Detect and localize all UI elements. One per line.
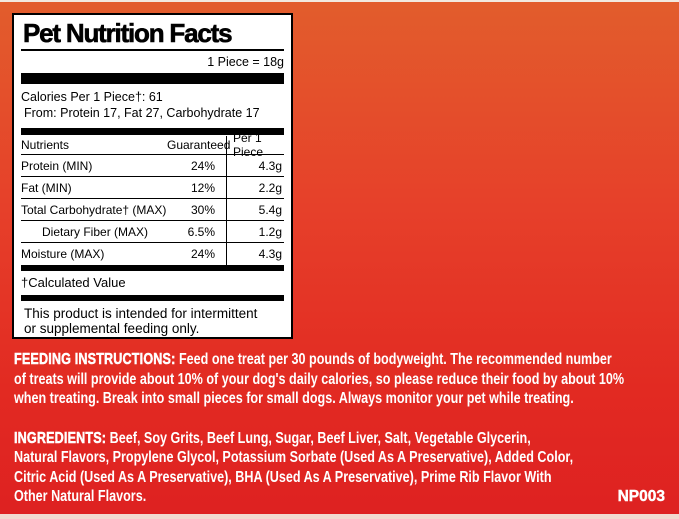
per-piece-value: 4.3g [258,158,282,173]
calories-from-line: From: Protein 17, Fat 27, Carbohydrate 1… [24,106,260,120]
ingredients-heading: INGREDIENTS: [14,429,107,447]
ingredients-line: Other Natural Flavors. [14,488,147,505]
nutrient-name: Moisture (MAX) [21,247,105,261]
nutrient-name: Protein (MIN) [21,158,93,173]
nutrition-facts-panel: Pet Nutrition Facts 1 Piece = 18g Calori… [12,13,293,339]
per-piece-value: 2.2g [258,180,282,195]
guaranteed-value: 30% [190,202,215,217]
red-text-section: FEEDING INSTRUCTIONS: Feed one treat per… [14,350,665,507]
table-header-row: Nutrients Guaranteed Per 1 Piece [21,131,284,159]
feeding-statement: This product is intended for intermitten… [21,301,284,336]
table-row: Total Carbohydrate† (MAX) 30% 5.4g [21,199,284,221]
serving-size: 1 Piece = 18g [207,55,284,69]
feeding-line-text: Feed one treat per 30 pounds of bodyweig… [175,351,612,368]
per-piece-value: 1.2g [258,224,282,239]
guaranteed-value: 24% [190,158,215,173]
separator-bar-medium [21,128,284,135]
top-edge-line [0,0,679,2]
calculated-value-footnote: †Calculated Value [21,275,126,290]
header-nutrients: Nutrients [21,138,70,152]
separator-bar-small [21,265,284,271]
nutrient-name: Fat (MIN) [21,180,72,195]
panel-title: Pet Nutrition Facts [23,18,233,49]
ingredients-line-text: Beef, Soy Grits, Beef Lung, Sugar, Beef … [106,429,531,447]
header-guaranteed: Guaranteed [167,138,231,152]
separator-bar-small [21,295,284,301]
table-row: Dietary Fiber (MAX) 6.5% 1.2g [21,221,284,243]
feeding-line: of treats will provide about 10% of your… [14,370,625,388]
table-row: Protein (MIN) 24% 4.3g [21,155,284,177]
guaranteed-value: 12% [190,180,215,195]
separator-bar-thick [21,73,284,84]
feeding-statement-line: or supplemental feeding only. [24,320,200,336]
nutrients-table: Nutrients Guaranteed Per 1 Piece Protein… [21,131,284,265]
nutrient-name: Total Carbohydrate† (MAX) [21,202,167,217]
product-code: NP003 [617,487,665,505]
feeding-heading: FEEDING INSTRUCTIONS: [14,351,176,369]
ingredients-line: INGREDIENTS: Beef, Soy Grits, Beef Lung,… [14,429,665,449]
header-per-piece: Per 1 Piece [233,131,264,159]
guaranteed-value: 24% [190,247,215,261]
ingredients-line: Natural Flavors, Propylene Glycol, Potas… [14,449,574,466]
feeding-instructions: FEEDING INSTRUCTIONS: Feed one treat per… [14,350,665,409]
ingredients-line: Citric Acid (Used As A Preservative), BH… [14,468,552,486]
ingredients-text: INGREDIENTS: Beef, Soy Grits, Beef Lung,… [14,429,665,507]
guaranteed-value: 6.5% [187,224,215,239]
title-rule [21,49,284,51]
feeding-statement-line: This product is intended for intermitten… [24,306,258,321]
feeding-line: FEEDING INSTRUCTIONS: Feed one treat per… [14,350,665,370]
table-row: Moisture (MAX) 24% 4.3g [21,243,284,265]
bottom-edge-line [0,514,679,519]
nutrient-name: Dietary Fiber (MAX) [42,224,149,239]
feeding-line: when treating. Break into small pieces f… [14,390,574,407]
per-piece-value: 5.4g [258,202,282,217]
calories-line: Calories Per 1 Piece†: 61 [21,90,163,104]
ingredients: INGREDIENTS: Beef, Soy Grits, Beef Lung,… [14,429,665,507]
per-piece-value: 4.3g [258,247,282,261]
table-row: Fat (MIN) 12% 2.2g [21,177,284,199]
